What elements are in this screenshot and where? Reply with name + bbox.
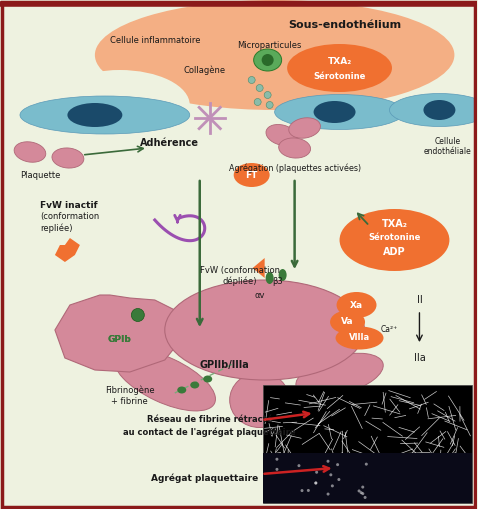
Ellipse shape	[315, 471, 318, 474]
Ellipse shape	[364, 496, 367, 499]
Ellipse shape	[361, 486, 364, 489]
Ellipse shape	[337, 478, 340, 481]
Text: Adhérence: Adhérence	[140, 138, 199, 148]
Text: Ca²⁺: Ca²⁺	[381, 325, 398, 334]
Ellipse shape	[266, 125, 297, 146]
Text: TXA₂: TXA₂	[327, 56, 352, 66]
Bar	[262, 385, 472, 503]
Text: Agrégat plaquettaire: Agrégat plaquettaire	[151, 473, 258, 483]
Polygon shape	[253, 258, 265, 278]
Ellipse shape	[52, 148, 84, 168]
Text: FT: FT	[246, 171, 258, 180]
Bar	[262, 454, 472, 503]
Ellipse shape	[95, 0, 455, 110]
Text: Xa: Xa	[350, 300, 363, 309]
Ellipse shape	[330, 310, 365, 333]
Text: VIIIa: VIIIa	[349, 333, 370, 343]
Text: Sous-endothélium: Sous-endothélium	[288, 20, 401, 30]
Text: αv: αv	[254, 292, 265, 300]
Text: β3: β3	[272, 277, 283, 287]
Text: FvW (conformation: FvW (conformation	[200, 266, 280, 274]
Ellipse shape	[131, 308, 144, 322]
Text: ADP: ADP	[383, 247, 406, 257]
Text: Fibrinogène: Fibrinogène	[105, 385, 155, 395]
Ellipse shape	[279, 138, 311, 158]
Ellipse shape	[339, 209, 449, 271]
Ellipse shape	[315, 482, 317, 485]
Ellipse shape	[289, 118, 320, 138]
Ellipse shape	[390, 94, 478, 127]
Ellipse shape	[331, 485, 334, 488]
Ellipse shape	[301, 489, 304, 492]
Text: (conformation: (conformation	[40, 212, 99, 221]
Ellipse shape	[248, 76, 255, 83]
Text: Sérotonine: Sérotonine	[368, 234, 421, 242]
Ellipse shape	[314, 482, 317, 485]
Ellipse shape	[234, 163, 270, 187]
Ellipse shape	[67, 103, 122, 127]
Text: GPIIb/IIIa: GPIIb/IIIa	[200, 360, 250, 370]
Ellipse shape	[266, 272, 273, 284]
Ellipse shape	[287, 44, 392, 92]
Ellipse shape	[297, 464, 301, 467]
Ellipse shape	[361, 492, 364, 495]
Text: Collagène: Collagène	[184, 65, 226, 75]
Text: Cellule: Cellule	[435, 137, 460, 147]
Text: + fibrine: + fibrine	[111, 398, 148, 407]
Text: IIa: IIa	[413, 353, 425, 363]
Ellipse shape	[326, 460, 329, 463]
Ellipse shape	[254, 49, 282, 71]
Ellipse shape	[358, 490, 360, 492]
Ellipse shape	[261, 54, 273, 66]
Text: FvW inactif: FvW inactif	[40, 201, 98, 210]
Ellipse shape	[337, 292, 377, 318]
Text: Agrégation (plaquettes activées): Agrégation (plaquettes activées)	[228, 163, 361, 173]
Text: Cellule inflammatoire: Cellule inflammatoire	[109, 36, 200, 44]
Ellipse shape	[275, 468, 279, 471]
Text: II: II	[416, 295, 423, 305]
Text: endothéliale: endothéliale	[424, 147, 471, 156]
Ellipse shape	[314, 101, 356, 123]
Ellipse shape	[275, 95, 404, 129]
Ellipse shape	[50, 70, 190, 140]
Text: Réseau de fibrine rétracté: Réseau de fibrine rétracté	[147, 415, 272, 425]
Text: dépliée): dépliée)	[222, 276, 257, 286]
Ellipse shape	[203, 376, 212, 382]
Ellipse shape	[177, 386, 186, 393]
Ellipse shape	[296, 353, 383, 397]
Polygon shape	[55, 295, 185, 372]
Ellipse shape	[307, 489, 310, 492]
Ellipse shape	[190, 382, 199, 388]
Ellipse shape	[264, 92, 271, 99]
Ellipse shape	[20, 96, 190, 134]
Polygon shape	[55, 238, 80, 262]
Ellipse shape	[359, 491, 363, 494]
Text: repliée): repliée)	[40, 223, 73, 233]
Text: Plaquette: Plaquette	[20, 171, 60, 180]
Ellipse shape	[336, 463, 339, 466]
Ellipse shape	[365, 463, 368, 466]
Text: Va: Va	[341, 318, 354, 326]
Ellipse shape	[336, 326, 383, 350]
Ellipse shape	[275, 458, 278, 461]
Ellipse shape	[165, 280, 365, 380]
Ellipse shape	[326, 493, 329, 496]
Text: au contact de l'agrégat plaquettaire: au contact de l'agrégat plaquettaire	[123, 427, 296, 437]
Ellipse shape	[279, 269, 287, 281]
Ellipse shape	[424, 100, 456, 120]
Text: Microparticules: Microparticules	[238, 41, 302, 49]
Ellipse shape	[329, 473, 332, 476]
Ellipse shape	[14, 142, 46, 162]
Text: Sérotonine: Sérotonine	[314, 71, 366, 80]
Text: TXA₂: TXA₂	[381, 219, 407, 229]
Ellipse shape	[114, 349, 216, 411]
Text: GPIb: GPIb	[108, 335, 132, 345]
Ellipse shape	[254, 99, 261, 105]
Ellipse shape	[230, 373, 290, 428]
Ellipse shape	[266, 101, 273, 108]
Text: GPIb: GPIb	[108, 335, 132, 345]
Ellipse shape	[256, 84, 263, 92]
